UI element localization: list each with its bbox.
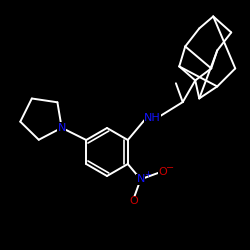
Text: N: N: [58, 123, 66, 133]
Text: +: +: [144, 170, 151, 179]
Text: O: O: [130, 196, 138, 206]
Text: NH: NH: [144, 113, 161, 123]
Text: N: N: [136, 174, 145, 184]
Text: O: O: [158, 168, 167, 177]
Text: −: −: [166, 164, 174, 173]
